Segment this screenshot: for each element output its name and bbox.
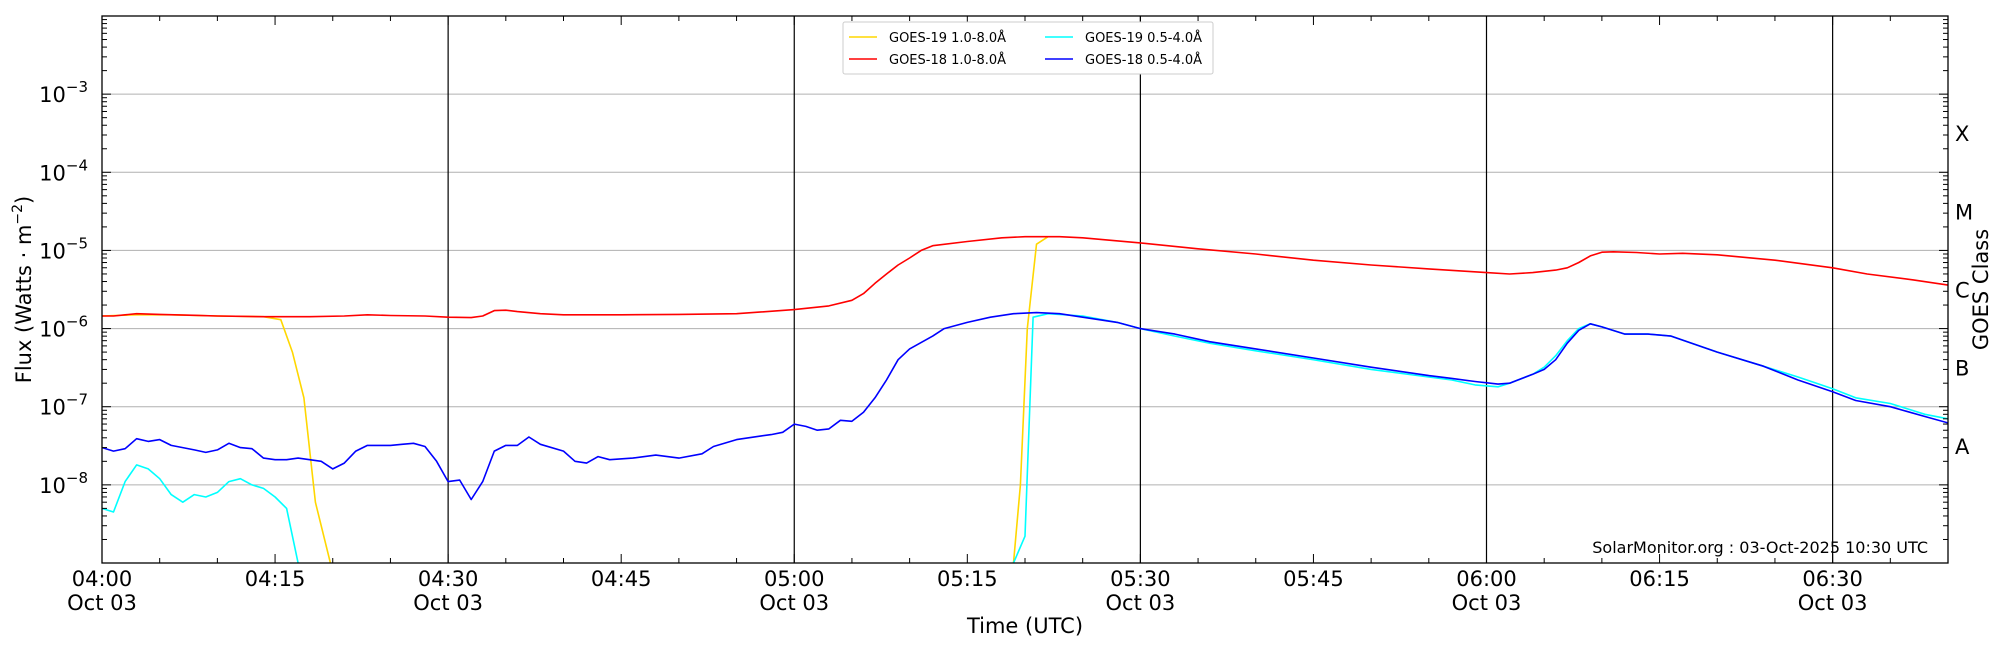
y-tick-label: 10−5 xyxy=(39,234,88,263)
series-line xyxy=(102,464,299,563)
series-line xyxy=(102,235,1948,319)
x-tick-date: Oct 03 xyxy=(1106,591,1176,615)
x-tick-label: 06:15 xyxy=(1629,567,1690,591)
x-tick-date: Oct 03 xyxy=(759,591,829,615)
x-tick-label: 04:00 xyxy=(72,567,133,591)
y-tick-exponent: −8 xyxy=(66,469,88,487)
goes-class-x: X xyxy=(1955,122,1969,146)
x-tick-label: 05:00 xyxy=(764,567,825,591)
goes-class-a: A xyxy=(1955,435,1970,459)
y-tick-base: 10 xyxy=(39,161,66,185)
credit-text: SolarMonitor.org : 03-Oct-2025 10:30 UTC xyxy=(1592,538,1928,557)
series-line xyxy=(1012,236,1049,563)
x-tick-label: 05:45 xyxy=(1283,567,1344,591)
y-axis-ticks: 10−810−710−610−510−410−3 xyxy=(39,19,1948,564)
y-tick-exponent: −5 xyxy=(66,234,88,252)
y-tick-label: 10−8 xyxy=(39,469,88,498)
y-tick-label: 10−6 xyxy=(39,313,88,342)
y-tick-exponent: −6 xyxy=(66,313,88,331)
y-tick-base: 10 xyxy=(39,83,66,107)
horizontal-gridlines xyxy=(102,93,1948,486)
y-axis-label: Flux (Watts · m−2) xyxy=(10,196,36,384)
flux-series xyxy=(102,235,1948,563)
vertical-day-lines xyxy=(447,16,1834,563)
legend-label: GOES-18 0.5-4.0Å xyxy=(1085,52,1202,68)
legend-label: GOES-19 1.0-8.0Å xyxy=(889,30,1006,46)
x-tick-label: 04:30 xyxy=(418,567,479,591)
goes-class-axis-label: GOES Class xyxy=(1969,229,1993,350)
legend-label: GOES-18 1.0-8.0Å xyxy=(889,52,1006,68)
y-tick-exponent: −4 xyxy=(66,156,88,174)
legend-label: GOES-19 0.5-4.0Å xyxy=(1085,30,1202,46)
y-tick-base: 10 xyxy=(39,318,66,342)
series-line xyxy=(1012,312,1948,563)
x-tick-label: 04:45 xyxy=(591,567,652,591)
x-tick-date: Oct 03 xyxy=(1452,591,1522,615)
x-tick-label: 06:30 xyxy=(1802,567,1863,591)
x-tick-date: Oct 03 xyxy=(67,591,137,615)
goes-class-b: B xyxy=(1955,357,1969,381)
goes-class-labels: A B C M X xyxy=(1955,122,1973,459)
y-tick-exponent: −3 xyxy=(66,78,88,96)
x-tick-label: 04:15 xyxy=(245,567,306,591)
x-tick-label: 05:15 xyxy=(937,567,998,591)
legend-box xyxy=(842,21,1214,75)
goes-class-c: C xyxy=(1955,279,1970,303)
x-tick-date: Oct 03 xyxy=(1798,591,1868,615)
x-tick-date: Oct 03 xyxy=(413,591,483,615)
goes-class-m: M xyxy=(1955,200,1973,224)
x-tick-label: 05:30 xyxy=(1110,567,1171,591)
y-tick-label: 10−3 xyxy=(39,78,88,107)
x-tick-label: 06:00 xyxy=(1456,567,1517,591)
y-tick-exponent: −7 xyxy=(66,391,88,409)
plot-frame xyxy=(101,15,1949,564)
y-tick-label: 10−4 xyxy=(39,156,88,185)
y-tick-label: 10−7 xyxy=(39,391,88,420)
legend: GOES-19 1.0-8.0Å GOES-19 0.5-4.0Å GOES-18 … xyxy=(842,21,1214,75)
x-axis-label: Time (UTC) xyxy=(966,614,1083,638)
series-line xyxy=(102,311,1948,501)
y-tick-base: 10 xyxy=(39,239,66,263)
y-tick-base: 10 xyxy=(39,396,66,420)
y-tick-base: 10 xyxy=(39,474,66,498)
